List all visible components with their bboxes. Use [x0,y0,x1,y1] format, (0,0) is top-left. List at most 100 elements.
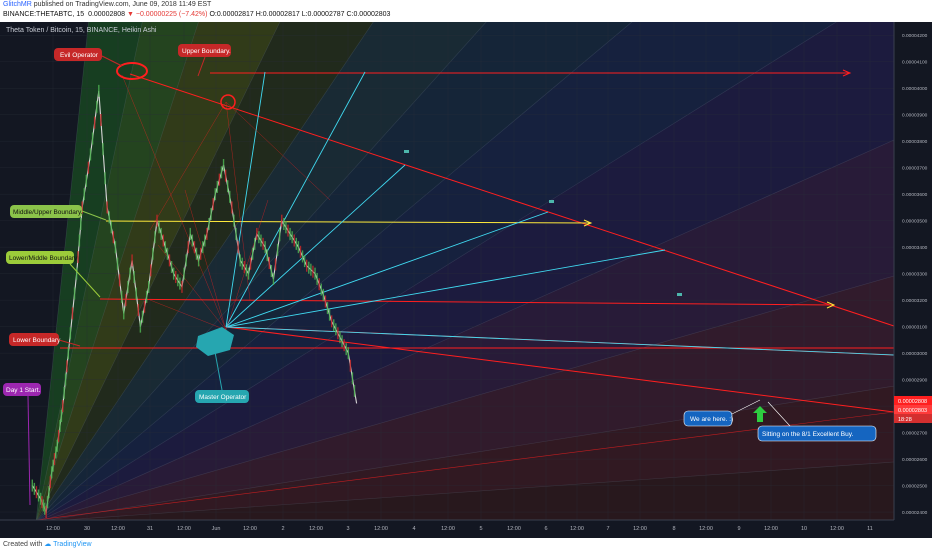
ohlc-values: O:0.00002817 H:0.00002817 L:0.00002787 C… [209,11,391,18]
middle-upper-boundary-callout[interactable]: Middle/Upper Boundary. [10,205,107,221]
x-tick-label: 12:00 [570,526,584,532]
master-operator-label: Master Operator [199,394,247,401]
published-info: published on TradingView.com, June 09, 2… [33,1,212,8]
cyan-fan-line [225,164,406,328]
excellent-buy-callout[interactable]: Sitting on the 8/1 Excellent Buy. [757,401,877,442]
x-tick-label: 12:00 [374,526,388,532]
grid-lines [0,22,894,520]
cyan-fan-line [225,71,366,328]
x-tick-label: 3 [346,526,349,532]
x-tick-label: 12:00 [764,526,778,532]
cyan-fan-line [225,211,549,328]
day-one-start-callout[interactable]: Day 1 Start. [3,383,41,506]
price-change: ▼ −0.00000225 (−7.42%) [127,11,208,18]
x-tick-label: 12:00 [111,526,125,532]
last-price: 0.00002808 [88,11,126,18]
price-label-last: 0.00002808 [898,399,927,405]
day-one-start-label: Day 1 Start. [6,387,41,394]
y-tick-label: 0.00004100 [902,60,928,66]
x-tick-label: 12:00 [441,526,455,532]
x-tick-label: 12:00 [243,526,257,532]
fan-wedge [36,22,143,520]
fan-ray [37,22,633,520]
evil-operator-callout[interactable]: Evil Operator [54,48,123,67]
red-trend-line [225,326,894,413]
excellent-buy-label: Sitting on the 8/1 Excellent Buy. [762,431,853,438]
x-tick-label: 5 [479,526,482,532]
chart-area[interactable]: Theta Token / Bitcoin, 15, BINANCE, Heik… [0,22,932,538]
master-operator-callout[interactable]: Master Operator [195,327,249,403]
fan-wedge [36,22,280,520]
fan-wedge [37,22,632,520]
footer-created-with: Created with [3,541,43,548]
x-tick-label: 12:00 [177,526,191,532]
we-are-here-callout[interactable]: We are here. :) [683,399,761,427]
chart-canvas[interactable]: Theta Token / Bitcoin, 15, BINANCE, Heik… [0,22,932,538]
lower-boundary-label: Lower Boundary [13,337,61,344]
red-thin-line [149,101,227,231]
x-tick-label: 12:00 [507,526,521,532]
y-tick-label: 0.00003600 [902,192,928,198]
flag-marker [677,293,682,296]
markers [404,150,682,296]
x-tick-label: 6 [544,526,547,532]
yellow-arrowhead [583,219,593,227]
fan-ray [35,22,89,520]
x-tick-label: 8 [672,526,675,532]
y-tick-label: 0.00004000 [902,86,928,92]
x-tick-label: Jun [212,526,221,532]
fan-ray [60,461,894,520]
countdown-label: 18:28 [898,417,912,423]
flag-marker [404,150,409,153]
x-tick-label: 4 [412,526,415,532]
fan-wedge [48,386,894,520]
fan-ray [36,22,374,520]
price-series [31,84,358,519]
x-tick-label: 12:00 [699,526,713,532]
y-tick-label: 0.00003700 [902,166,928,172]
y-tick-label: 0.00003300 [902,272,928,278]
publication-header: GlitchMR published on TradingView.com, J… [0,0,932,22]
red-arrowhead [842,69,852,77]
lower-middle-boundary-callout[interactable]: Lower/Middle Boundary [6,251,101,298]
lower-boundary-callout[interactable]: Lower Boundary [9,333,81,347]
cyan-fan-line [225,71,266,328]
fan-ray [41,275,894,520]
red-thin-line [149,299,227,331]
red-thin-line [184,189,227,331]
y-tick-label: 0.00002600 [902,457,928,463]
fan-wedge [40,139,894,520]
symbol-label: BINANCE:THETABTC, 15 [3,11,85,18]
red-thin-line [121,74,227,331]
y-tick-label: 0.00002700 [902,431,928,437]
fan-wedge [36,22,199,520]
red-trend-line [129,73,894,327]
y-tick-label: 0.00002900 [902,378,928,384]
y-tick-label: 0.00003200 [902,298,928,304]
fan-wedge [42,275,894,520]
chart-title: Theta Token / Bitcoin, 15, BINANCE, Heik… [6,27,157,34]
gann-fan [35,22,894,520]
fan-wedge [64,462,894,520]
upper-boundary-callout[interactable]: Upper Boundary. [178,44,231,77]
x-tick-label: 30 [84,526,90,532]
fan-ray [39,139,894,520]
upper-boundary-circle [220,94,236,110]
x-tick-label: 11 [867,526,873,532]
x-tick-label: 7 [606,526,609,532]
x-tick-label: 12:00 [633,526,647,532]
fan-ray [36,22,143,520]
x-axis: 12:00 30 12:00 31 12:00 Jun 12:00 2 12:00 3 12:00 4… [46,526,873,532]
footer-brand[interactable]: TradingView [53,541,92,548]
buy-arrow-icon [753,406,767,422]
lower-middle-boundary-label: Lower/Middle Boundary [9,255,78,262]
cyan-fan-line [225,249,666,328]
x-tick-label: 10 [801,526,807,532]
y-tick-label: 0.00002400 [902,510,928,516]
x-tick-label: 31 [147,526,153,532]
author-link[interactable]: GlitchMR [3,1,32,8]
annotations: Evil Operator Upper Boundary. Middle/Upp… [3,44,877,506]
we-are-here-label: We are here. :) [690,416,733,423]
fan-wedge [39,22,894,520]
footer: Created with ☁ TradingView [0,538,932,550]
